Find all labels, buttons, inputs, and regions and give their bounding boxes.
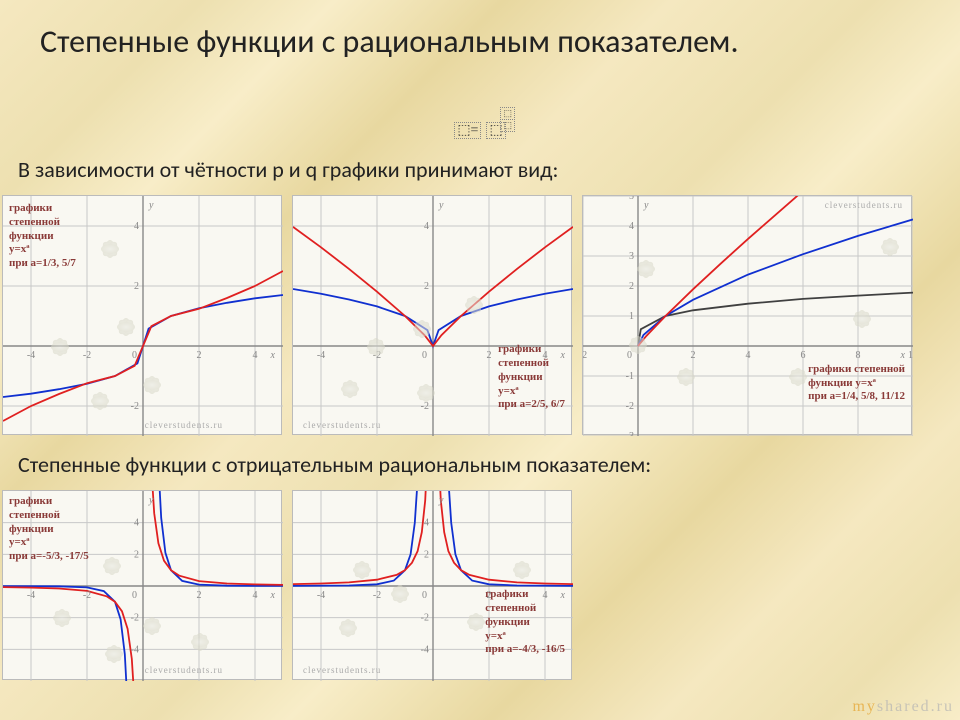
svg-text:-2: -2 <box>83 350 91 361</box>
svg-text:8: 8 <box>856 350 861 361</box>
svg-text:3: 3 <box>629 251 634 262</box>
svg-text:-4: -4 <box>421 644 429 655</box>
svg-text:-2: -2 <box>583 350 587 361</box>
svg-text:4: 4 <box>253 350 258 361</box>
svg-text:-2: -2 <box>373 350 381 361</box>
subtitle-2: Степенные функции с отрицательным рацион… <box>0 435 960 488</box>
svg-text:10: 10 <box>908 350 913 361</box>
svg-text:2: 2 <box>197 350 202 361</box>
svg-text:2: 2 <box>134 281 139 292</box>
svg-text:2: 2 <box>424 549 429 560</box>
svg-text:-2: -2 <box>131 613 139 624</box>
svg-text:4: 4 <box>134 518 139 529</box>
svg-text:-4: -4 <box>131 644 139 655</box>
svg-text:-2: -2 <box>421 613 429 624</box>
formula: ⬚= ⬚ ⬚ ⬚ <box>0 117 960 140</box>
svg-text:2: 2 <box>629 281 634 292</box>
svg-text:6: 6 <box>801 350 806 361</box>
svg-text:2: 2 <box>691 350 696 361</box>
svg-text:5: 5 <box>629 196 634 202</box>
chart-2: -4-224-2240yxграфикистепеннойфункцииy=xª… <box>292 195 572 435</box>
svg-text:-1: -1 <box>626 371 634 382</box>
svg-text:-3: -3 <box>626 431 634 436</box>
subtitle-1: В зависимости от чётности p и q графики … <box>0 140 960 193</box>
chart-1: -4-224-2240yxграфикистепеннойфункцииy=xª… <box>2 195 282 435</box>
svg-text:0: 0 <box>132 590 137 601</box>
svg-text:4: 4 <box>629 221 634 232</box>
chart-3: -2246810-3-2-1123450yxграфики степеннойф… <box>582 195 912 435</box>
page-title: Степенные функции с рациональным показат… <box>0 0 960 61</box>
charts-row-2: -4-224-4-2240yxграфикистепеннойфункцииy=… <box>0 488 960 680</box>
svg-text:-4: -4 <box>27 590 35 601</box>
svg-text:-2: -2 <box>626 401 634 412</box>
svg-text:0: 0 <box>422 350 427 361</box>
svg-text:4: 4 <box>253 590 258 601</box>
svg-text:0: 0 <box>132 350 137 361</box>
svg-text:4: 4 <box>424 221 429 232</box>
svg-text:-2: -2 <box>83 590 91 601</box>
chart-5: -4-224-4-2240yxграфикистепеннойфункцииy=… <box>292 490 572 680</box>
svg-text:4: 4 <box>424 518 429 529</box>
svg-text:-2: -2 <box>131 401 139 412</box>
svg-text:2: 2 <box>424 281 429 292</box>
svg-text:0: 0 <box>422 590 427 601</box>
svg-text:4: 4 <box>134 221 139 232</box>
svg-text:2: 2 <box>197 590 202 601</box>
svg-text:0: 0 <box>627 350 632 361</box>
svg-text:-2: -2 <box>373 590 381 601</box>
svg-text:1: 1 <box>629 311 634 322</box>
charts-row-1: -4-224-2240yxграфикистепеннойфункцииy=xª… <box>0 193 960 435</box>
svg-text:4: 4 <box>746 350 751 361</box>
chart-4: -4-224-4-2240yxграфикистепеннойфункцииy=… <box>2 490 282 680</box>
svg-text:2: 2 <box>487 350 492 361</box>
svg-text:-4: -4 <box>27 350 35 361</box>
svg-text:-2: -2 <box>421 401 429 412</box>
brand-watermark: myshared.ru <box>852 698 954 716</box>
svg-text:-4: -4 <box>317 350 325 361</box>
svg-text:-4: -4 <box>317 590 325 601</box>
svg-text:2: 2 <box>134 549 139 560</box>
